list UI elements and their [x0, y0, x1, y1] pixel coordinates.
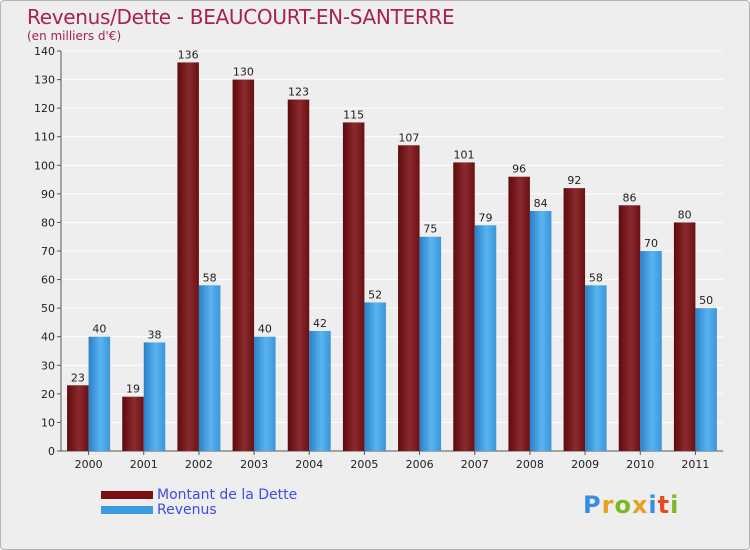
chart-title: Revenus/Dette - BEAUCOURT-EN-SANTERRE: [27, 5, 455, 29]
bar-revenus: [474, 225, 497, 451]
value-label-revenus: 84: [534, 197, 548, 210]
bar-revenus: [640, 251, 662, 451]
value-label-dette: 19: [126, 383, 140, 396]
y-tick-label: 70: [41, 245, 55, 258]
legend-label-dette: Montant de la Dette: [157, 487, 298, 503]
proxiti-logo: Proxiti: [583, 491, 679, 519]
value-label-dette: 115: [343, 108, 364, 121]
value-label-revenus: 75: [423, 223, 437, 236]
x-tick-label: 2001: [130, 458, 158, 471]
legend-label-revenus: Revenus: [157, 502, 217, 518]
x-tick-label: 2004: [295, 458, 323, 471]
value-label-dette: 96: [512, 163, 526, 176]
value-label-dette: 101: [454, 148, 475, 161]
value-label-revenus: 38: [148, 328, 162, 341]
y-tick-label: 90: [41, 188, 55, 201]
value-label-dette: 136: [178, 48, 199, 61]
y-tick-label: 100: [34, 159, 55, 172]
logo-letter: i: [670, 491, 680, 519]
logo-letter: x: [631, 491, 649, 519]
y-tick-label: 130: [34, 74, 55, 87]
bar-dette: [67, 385, 89, 451]
x-tick-label: 2006: [406, 458, 434, 471]
y-tick-label: 20: [41, 388, 55, 401]
legend-item-dette: Montant de la Dette: [101, 487, 297, 503]
bar-dette: [508, 176, 530, 451]
bar-dette: [673, 222, 696, 451]
bar-dette: [342, 122, 365, 451]
y-tick-label: 40: [41, 331, 55, 344]
value-label-revenus: 79: [479, 211, 493, 224]
bar-revenus: [309, 331, 331, 451]
x-tick-label: 2007: [461, 458, 489, 471]
y-tick-label: 110: [34, 131, 55, 144]
bar-revenus: [198, 285, 221, 451]
bar-revenus: [364, 302, 386, 451]
bar-revenus: [143, 342, 166, 451]
bar-dette: [232, 79, 255, 452]
bar-dette: [563, 188, 586, 451]
x-tick-label: 2003: [240, 458, 268, 471]
value-label-dette: 92: [567, 174, 581, 187]
x-tick-label: 2005: [350, 458, 378, 471]
bar-dette: [398, 145, 420, 452]
bar-dette: [287, 99, 310, 452]
bar-revenus: [695, 308, 717, 451]
bar-revenus: [254, 336, 276, 451]
value-label-dette: 23: [71, 371, 85, 384]
logo-letter: o: [614, 491, 632, 519]
y-tick-label: 80: [41, 216, 55, 229]
value-label-dette: 123: [288, 86, 309, 99]
logo-letter: i: [648, 491, 658, 519]
bar-dette: [122, 396, 144, 451]
chart-subtitle: (en milliers d'€): [27, 29, 122, 43]
logo-letter: t: [657, 491, 671, 519]
x-tick-label: 2000: [75, 458, 103, 471]
bar-dette: [177, 62, 199, 452]
y-tick-label: 50: [41, 302, 55, 315]
x-tick-label: 2011: [681, 458, 709, 471]
y-tick-label: 60: [41, 274, 55, 287]
value-label-revenus: 58: [589, 271, 603, 284]
legend-swatch-dette: [101, 491, 153, 499]
value-label-revenus: 70: [644, 237, 658, 250]
y-tick-label: 10: [41, 416, 55, 429]
value-label-revenus: 52: [368, 288, 382, 301]
x-tick-label: 2010: [626, 458, 654, 471]
logo-letter: r: [601, 491, 615, 519]
bar-revenus: [529, 211, 552, 451]
y-tick-label: 140: [34, 45, 55, 58]
y-tick-label: 30: [41, 359, 55, 372]
y-tick-label: 0: [48, 445, 55, 458]
bar-dette: [618, 205, 641, 451]
value-label-revenus: 40: [258, 323, 272, 336]
x-tick-label: 2008: [516, 458, 544, 471]
value-label-dette: 107: [398, 131, 419, 144]
logo-letter: P: [583, 491, 602, 519]
bar-revenus: [88, 336, 111, 451]
bar-revenus: [585, 285, 607, 451]
value-label-revenus: 50: [699, 294, 713, 307]
value-label-revenus: 58: [203, 271, 217, 284]
bar-dette: [453, 162, 475, 451]
value-label-dette: 130: [233, 66, 254, 79]
x-tick-label: 2009: [571, 458, 599, 471]
bar-revenus: [419, 236, 442, 451]
value-label-revenus: 42: [313, 317, 327, 330]
value-label-dette: 86: [623, 191, 637, 204]
x-tick-label: 2002: [185, 458, 213, 471]
value-label-dette: 80: [678, 208, 692, 221]
legend-item-revenus: Revenus: [101, 502, 217, 518]
legend-swatch-revenus: [101, 506, 153, 514]
y-tick-label: 120: [34, 102, 55, 115]
value-label-revenus: 40: [92, 323, 106, 336]
